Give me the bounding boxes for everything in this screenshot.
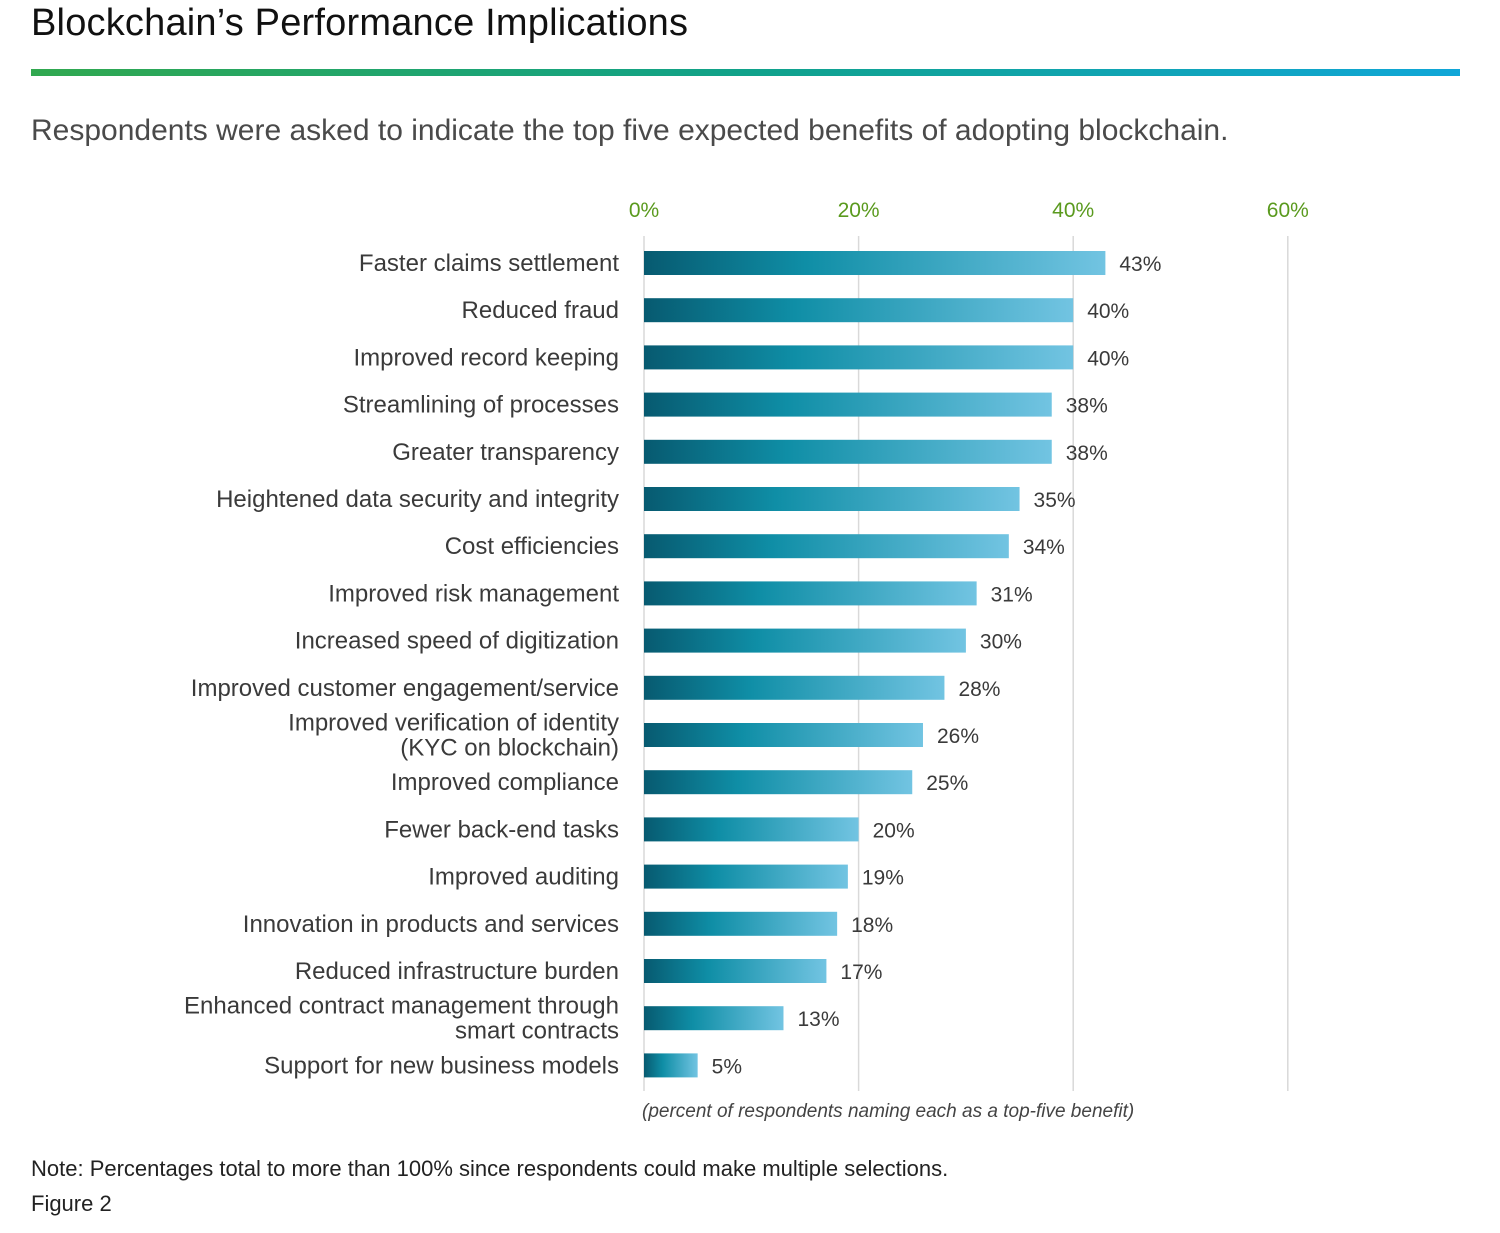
category-label: Streamlining of processes <box>343 392 619 419</box>
bar <box>644 911 838 936</box>
category-label-line: Reduced fraud <box>462 297 619 324</box>
category-label: Innovation in products and services <box>243 911 619 938</box>
x-axis-caption: (percent of respondents naming each as a… <box>642 1101 1134 1122</box>
value-label: 31% <box>991 583 1033 606</box>
category-label-line: Improved record keeping <box>354 344 619 371</box>
bar <box>644 817 859 842</box>
value-label: 40% <box>1087 300 1129 323</box>
category-label-line: Heightened data security and integrity <box>216 486 619 513</box>
bar <box>644 439 1052 464</box>
bar <box>644 392 1052 417</box>
category-label-line: Greater transparency <box>392 439 619 466</box>
footnote: Note: Percentages total to more than 100… <box>31 1156 949 1181</box>
category-label: Increased speed of digitization <box>295 628 619 655</box>
bar <box>644 345 1074 370</box>
bar <box>644 581 977 606</box>
bar <box>644 1053 698 1078</box>
category-label: Improved verification of identity (KYC on… <box>288 710 619 762</box>
figure-label: Figure 2 <box>31 1191 112 1216</box>
category-label: Fewer back-end tasks <box>384 816 619 843</box>
value-label: 34% <box>1023 536 1065 559</box>
x-tick-label: 0% <box>629 199 659 222</box>
category-label: Improved customer engagement/service <box>191 675 619 702</box>
category-label: Improved compliance <box>391 769 619 796</box>
category-label-line: Reduced infrastructure burden <box>295 958 619 985</box>
category-label: Improved risk management <box>328 580 619 607</box>
category-label-line: Faster claims settlement <box>359 250 619 277</box>
x-tick-label: 20% <box>838 199 880 222</box>
category-label: Greater transparency <box>392 439 619 466</box>
value-label: 35% <box>1034 489 1076 512</box>
category-label: Heightened data security and integrity <box>216 486 619 513</box>
value-label: 18% <box>851 914 893 937</box>
category-label-line: Streamlining of processes <box>343 392 619 419</box>
value-label: 28% <box>958 678 1000 701</box>
category-label-line: smart contracts <box>455 1018 619 1045</box>
bar <box>644 298 1074 323</box>
x-axis-ticks: 0% 20% 40% 60% <box>629 199 1309 222</box>
category-label-line: Improved customer engagement/service <box>191 675 619 702</box>
category-label: Reduced fraud <box>462 297 619 324</box>
title-rule <box>31 69 1460 76</box>
bar <box>644 487 1020 511</box>
value-label: 30% <box>980 631 1022 654</box>
category-label: Improved auditing <box>428 864 619 891</box>
category-label-line: Support for new business models <box>264 1052 619 1079</box>
bar <box>644 864 848 889</box>
x-tick-label: 60% <box>1267 199 1309 222</box>
value-label: 20% <box>873 819 915 842</box>
value-label: 25% <box>926 772 968 795</box>
bar <box>644 770 913 795</box>
value-label: 38% <box>1066 442 1108 465</box>
bar <box>644 1006 784 1031</box>
bar <box>644 628 966 653</box>
gridlines <box>643 236 1289 1091</box>
category-label: Cost efficiencies <box>445 533 619 560</box>
category-label-line: Improved verification of identity <box>288 710 619 737</box>
page-title: Blockchain’s Performance Implications <box>31 2 689 44</box>
bar <box>644 959 827 983</box>
category-label: Improved record keeping <box>354 344 619 371</box>
bar <box>644 723 923 747</box>
category-label: Enhanced contract management through smar… <box>184 993 619 1045</box>
value-label: 40% <box>1087 347 1129 370</box>
value-label: 13% <box>797 1008 839 1031</box>
category-label-line: Innovation in products and services <box>243 911 619 938</box>
category-label-line: Improved risk management <box>328 580 619 607</box>
category-label-line: (KYC on blockchain) <box>400 735 619 762</box>
value-label: 5% <box>712 1055 742 1078</box>
bar <box>644 251 1106 275</box>
category-label-line: Improved auditing <box>428 864 619 891</box>
category-label-line: Enhanced contract management through <box>184 993 619 1020</box>
category-label: Support for new business models <box>264 1052 619 1079</box>
category-label: Faster claims settlement <box>359 250 619 277</box>
x-tick-label: 40% <box>1052 199 1094 222</box>
chart-subtitle: Respondents were asked to indicate the t… <box>31 114 1229 147</box>
bar <box>644 675 945 700</box>
category-label-line: Fewer back-end tasks <box>384 816 619 843</box>
category-labels: Faster claims settlement Reduced fraud Imp… <box>184 250 619 1079</box>
value-label: 26% <box>937 725 979 748</box>
category-label: Reduced infrastructure burden <box>295 958 619 985</box>
bar <box>644 534 1009 559</box>
category-label-line: Cost efficiencies <box>445 533 619 560</box>
value-label: 17% <box>840 961 882 984</box>
category-label-line: Increased speed of digitization <box>295 628 619 655</box>
value-label: 38% <box>1066 395 1108 418</box>
value-label: 19% <box>862 867 904 890</box>
value-label: 43% <box>1119 253 1161 276</box>
bars <box>644 251 1106 1078</box>
category-label-line: Improved compliance <box>391 769 619 796</box>
value-labels: 43% 40% 40% 38% 38% 35% 34% 31% 30% 28% 26% 25% 20% 1… <box>712 253 1162 1078</box>
